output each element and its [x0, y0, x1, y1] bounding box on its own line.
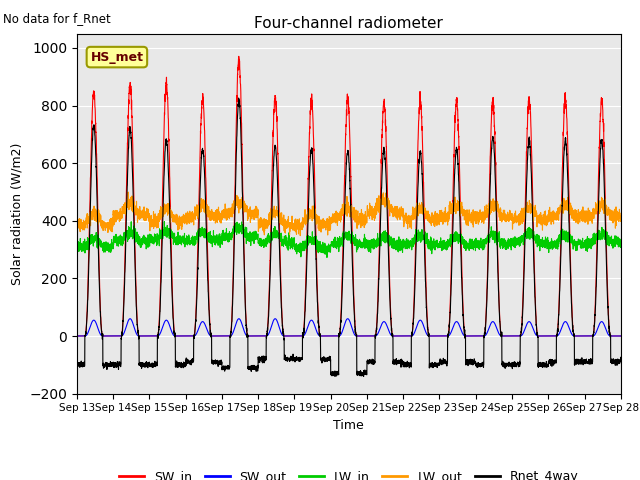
X-axis label: Time: Time	[333, 419, 364, 432]
Y-axis label: Solar radiation (W/m2): Solar radiation (W/m2)	[11, 143, 24, 285]
Text: HS_met: HS_met	[90, 50, 143, 63]
Text: No data for f_Rnet: No data for f_Rnet	[3, 12, 111, 25]
Title: Four-channel radiometer: Four-channel radiometer	[254, 16, 444, 31]
Legend: SW_in, SW_out, LW_in, LW_out, Rnet_4way: SW_in, SW_out, LW_in, LW_out, Rnet_4way	[114, 465, 584, 480]
